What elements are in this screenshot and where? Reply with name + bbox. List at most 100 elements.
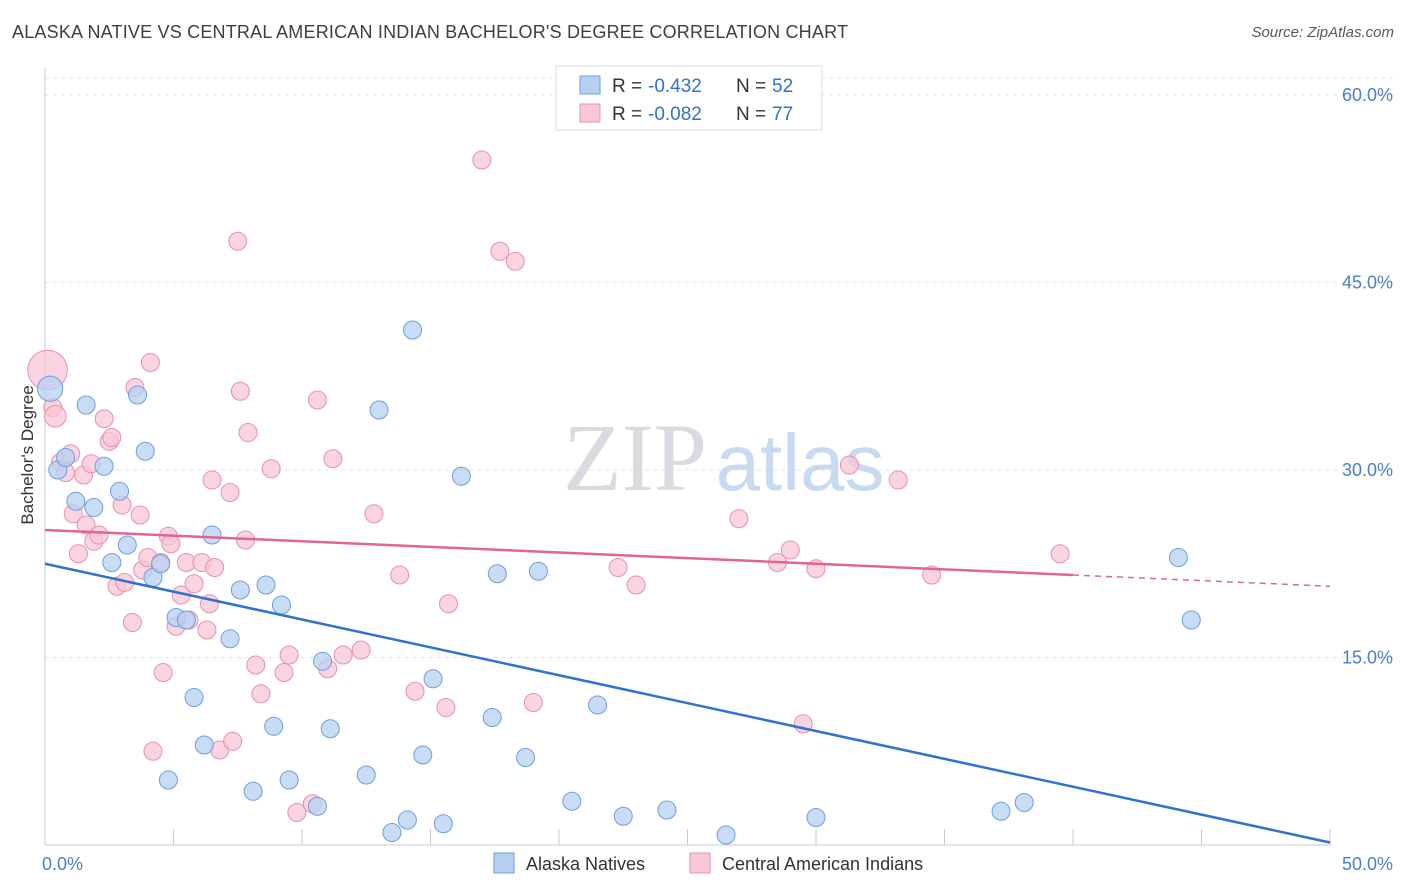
alaska-native-point xyxy=(307,796,327,816)
central-american-indian-point xyxy=(922,565,942,585)
alaska-native-point xyxy=(56,448,76,467)
series-legend: Alaska Natives Central American Indians xyxy=(493,852,923,874)
alaska-native-point xyxy=(202,525,222,545)
central-american-indian-point xyxy=(608,558,628,577)
alaska-native-point xyxy=(487,564,507,584)
central-american-indian-point xyxy=(76,515,96,535)
alaska-native-point xyxy=(264,716,284,736)
central-american-indian-point xyxy=(251,684,271,704)
alaska-native-point xyxy=(451,466,471,486)
y-tick-label: 15.0% xyxy=(1342,648,1393,668)
central-american-indian-point xyxy=(436,698,456,717)
alaska-native-point xyxy=(528,561,548,581)
stats-n-value-blue: 52 xyxy=(772,76,793,97)
central-american-indian-point xyxy=(184,574,204,594)
central-american-indian-point xyxy=(405,681,425,701)
alaska-native-point xyxy=(271,595,291,615)
alaska-native-point xyxy=(94,456,114,476)
gridlines xyxy=(45,77,1394,658)
chart-title: ALASKA NATIVE VS CENTRAL AMERICAN INDIAN… xyxy=(12,22,849,42)
stats-legend: R = -0.432 N = 52 R = -0.082 N = 77 xyxy=(555,65,823,131)
central-american-indian-point xyxy=(130,505,150,525)
alaska-native-point xyxy=(135,441,155,461)
central-american-indian-point xyxy=(364,504,384,524)
alaska-native-point xyxy=(562,791,582,811)
central-american-indian-point xyxy=(230,381,250,401)
central-american-indian-point xyxy=(261,459,281,479)
alaska-native-point xyxy=(613,806,633,826)
alaska-native-point xyxy=(397,810,417,830)
x-tick-label-max: 50.0% xyxy=(1342,854,1393,874)
alaska-native-point xyxy=(313,651,333,671)
alaska-native-point xyxy=(220,629,240,649)
alaska-native-point xyxy=(102,553,122,572)
alaska-native-point xyxy=(991,801,1011,821)
watermark-atlas: atlas xyxy=(716,418,885,507)
legend-swatch-alaska-natives xyxy=(493,852,515,874)
central-american-indian-point xyxy=(438,594,458,614)
central-american-indian-point xyxy=(626,575,646,595)
alaska-native-point xyxy=(1014,793,1034,812)
watermark-zip: ZIP xyxy=(563,404,707,511)
alaska-native-point xyxy=(413,745,433,765)
axes: 15.0% 30.0% 45.0% 60.0% 0.0% 50.0% xyxy=(42,68,1393,874)
source-label: Source: ZipAtlas.com xyxy=(1251,24,1394,41)
central-american-indian-point xyxy=(351,640,371,660)
central-american-indian-point xyxy=(839,455,859,475)
alaska-native-point xyxy=(194,735,214,755)
alaska-native-point xyxy=(128,385,148,405)
stats-r-value-blue: -0.432 xyxy=(648,76,702,97)
y-tick-label: 60.0% xyxy=(1342,85,1393,105)
central-american-indians-trend-line xyxy=(44,528,1074,577)
alaska-native-point xyxy=(151,554,171,574)
alaska-native-point xyxy=(110,481,130,501)
y-axis-label: Bachelor's Degree xyxy=(18,385,37,524)
central-american-indians-trend-extension xyxy=(1072,574,1331,587)
central-american-indian-point xyxy=(89,525,109,545)
central-american-indian-point xyxy=(780,540,800,560)
alaska-native-point xyxy=(482,708,502,727)
trend-lines xyxy=(44,528,1331,844)
central-american-indian-point xyxy=(228,231,248,251)
alaska-native-point xyxy=(516,748,536,767)
alaska-native-point xyxy=(806,808,826,827)
alaska-native-point xyxy=(588,695,608,715)
central-american-indian-point xyxy=(246,655,266,675)
alaska-native-point xyxy=(84,498,104,517)
central-american-indian-point xyxy=(279,645,299,665)
legend-swatch-central-american-indians xyxy=(689,852,711,874)
alaska-native-point xyxy=(279,770,299,790)
alaska-native-point xyxy=(230,580,250,600)
central-american-indian-point xyxy=(888,470,908,490)
alaska-native-point xyxy=(433,814,453,834)
central-american-indian-point xyxy=(102,428,122,447)
central-american-indian-point xyxy=(238,423,258,442)
stats-r-label-pink: R = xyxy=(612,104,642,125)
stats-n-label-blue: N = xyxy=(736,76,766,97)
legend-label-alaska-natives: Alaska Natives xyxy=(526,854,645,874)
stats-n-value-pink: 77 xyxy=(772,104,793,125)
central-american-indian-point xyxy=(94,409,114,429)
watermark: ZIP atlas xyxy=(563,404,884,511)
alaska-native-point xyxy=(356,765,376,785)
alaska-native-point xyxy=(716,825,736,845)
alaska-native-point xyxy=(243,781,263,801)
y-tick-label: 45.0% xyxy=(1342,273,1393,293)
alaska-native-point xyxy=(117,535,137,555)
scatter-points xyxy=(27,150,1201,845)
central-american-indian-point xyxy=(307,390,327,410)
stats-swatch-pink xyxy=(579,103,601,123)
alaska-native-point xyxy=(403,320,423,340)
central-american-indian-point xyxy=(274,663,294,682)
alaska-natives-trend-line xyxy=(44,562,1331,844)
alaska-native-point xyxy=(176,610,196,630)
alaska-native-point xyxy=(320,719,340,739)
central-american-indian-point xyxy=(68,544,88,564)
central-american-indian-point xyxy=(287,803,307,822)
central-american-indian-point xyxy=(122,613,142,632)
alaska-native-point xyxy=(1181,610,1201,630)
central-american-indian-point xyxy=(490,241,510,261)
central-american-indian-point xyxy=(220,483,240,502)
stats-r-label-blue: R = xyxy=(612,76,642,97)
